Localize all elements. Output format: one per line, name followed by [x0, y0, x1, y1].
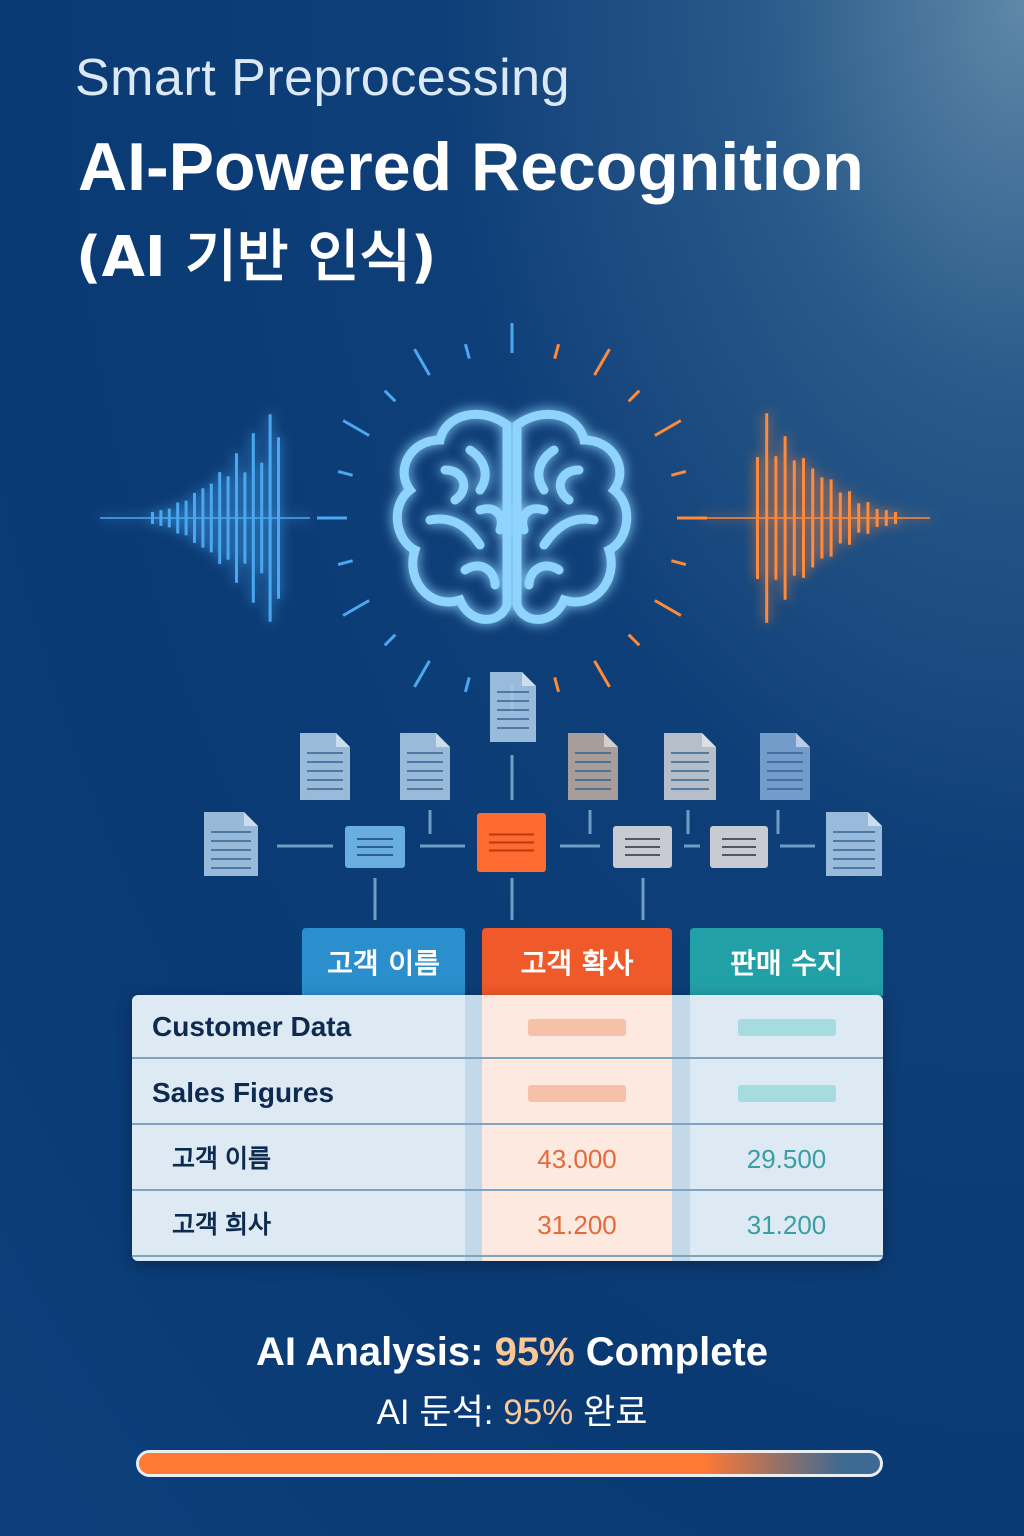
placeholder-bar: [528, 1084, 626, 1102]
connector-lines: [277, 755, 815, 920]
ray: [593, 348, 611, 376]
analysis-status-ko: AI 둔석: 95% 완료: [376, 1393, 648, 1432]
document-icon: [490, 672, 536, 742]
placeholder-bar: [737, 1084, 836, 1102]
document-icon: [826, 812, 882, 876]
ray: [627, 633, 641, 647]
data-block: [613, 826, 672, 868]
ray: [413, 660, 431, 688]
cell-value: 43.000: [537, 1143, 617, 1174]
row-label: Sales Figures: [152, 1077, 335, 1108]
document-icon: [760, 733, 810, 800]
table-cell: [690, 1061, 883, 1125]
table-cell: [482, 1061, 672, 1125]
waveform-icon: [100, 414, 310, 622]
waveform-icon: [700, 413, 930, 623]
ray: [627, 389, 641, 403]
ray: [553, 343, 561, 360]
ray: [654, 419, 682, 437]
ray: [670, 469, 687, 477]
document-icon: [300, 733, 350, 800]
data-table: Customer Data Sales Figures 고객 이름 43.000 29.…: [132, 995, 883, 1261]
document-icon: [664, 733, 716, 800]
table-cell: [482, 995, 672, 1059]
rays: [317, 323, 707, 713]
placeholder-bar: [737, 1018, 836, 1036]
ray: [342, 599, 370, 617]
ray: [413, 348, 431, 376]
ray: [670, 559, 687, 567]
ray: [337, 469, 354, 477]
cell-value: 31.200: [537, 1209, 617, 1240]
ray: [553, 676, 561, 693]
page-title-ko: (AI 기반 인식): [76, 225, 437, 290]
row-label: 고객 이름: [172, 1145, 271, 1173]
cell-value: 31.200: [746, 1209, 827, 1240]
tab-customer-company[interactable]: 고객 확사: [482, 928, 672, 996]
ray: [342, 419, 370, 437]
table-cell: 43.000: [482, 1127, 672, 1191]
data-block: [345, 826, 405, 868]
ray: [383, 633, 397, 647]
tab-sales-figures[interactable]: 판매 수지: [690, 928, 883, 996]
document-icon: [204, 812, 258, 876]
progress-bar: [136, 1450, 883, 1477]
data-block: [477, 813, 546, 872]
tab-customer-name[interactable]: 고객 이름: [302, 928, 465, 996]
table-row: Customer Data: [132, 995, 883, 1059]
document-icon: [568, 733, 618, 800]
ray: [337, 559, 354, 567]
ray: [463, 676, 471, 693]
row-label: Customer Data: [152, 1011, 352, 1042]
table-row: Sales Figures: [132, 1061, 883, 1125]
brain-icon: [392, 409, 632, 624]
table-cell: 29.500: [690, 1127, 883, 1191]
page-title: AI-Powered Recognition: [78, 129, 864, 205]
table-row: 고객 희사 31.200 31.200: [132, 1193, 883, 1257]
progress-fill: [139, 1453, 843, 1474]
placeholder-bar: [528, 1018, 626, 1036]
data-block: [710, 826, 768, 868]
analysis-status: AI Analysis: 95% Complete: [255, 1330, 768, 1374]
table-row: 고객 이름 43.000 29.500: [132, 1127, 883, 1191]
ray: [593, 660, 611, 688]
cell-value: 29.500: [746, 1143, 827, 1174]
document-icon: [400, 733, 450, 800]
ray: [383, 389, 397, 403]
ray: [463, 343, 471, 360]
subtitle: Smart Preprocessing: [75, 49, 571, 107]
table-cell: 31.200: [482, 1193, 672, 1257]
table-cell: [690, 995, 883, 1059]
table-cell: 31.200: [690, 1193, 883, 1257]
ray: [654, 599, 682, 617]
row-label: 고객 희사: [172, 1211, 271, 1239]
